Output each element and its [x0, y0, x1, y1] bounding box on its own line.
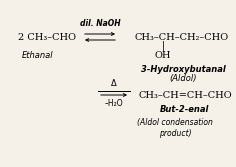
- Text: CH₃–CH–CH₂–CHO: CH₃–CH–CH₂–CHO: [135, 33, 229, 42]
- Text: Ethanal: Ethanal: [22, 50, 54, 59]
- Text: 3-Hydroxybutanal: 3-Hydroxybutanal: [141, 64, 225, 73]
- Text: –H₂O: –H₂O: [105, 100, 123, 109]
- Text: (Aldol): (Aldol): [169, 74, 197, 84]
- Text: product): product): [159, 128, 191, 137]
- Text: But-2-enal: But-2-enal: [160, 105, 210, 114]
- Text: dil. NaOH: dil. NaOH: [80, 20, 120, 29]
- Text: 2 CH₃–CHO: 2 CH₃–CHO: [18, 33, 76, 42]
- Text: Δ: Δ: [111, 79, 117, 89]
- Text: OH: OH: [155, 50, 171, 59]
- Text: |: |: [161, 41, 165, 51]
- Text: (Aldol condensation: (Aldol condensation: [137, 119, 213, 127]
- Text: CH₃–CH=CH–CHO: CH₃–CH=CH–CHO: [138, 91, 232, 100]
